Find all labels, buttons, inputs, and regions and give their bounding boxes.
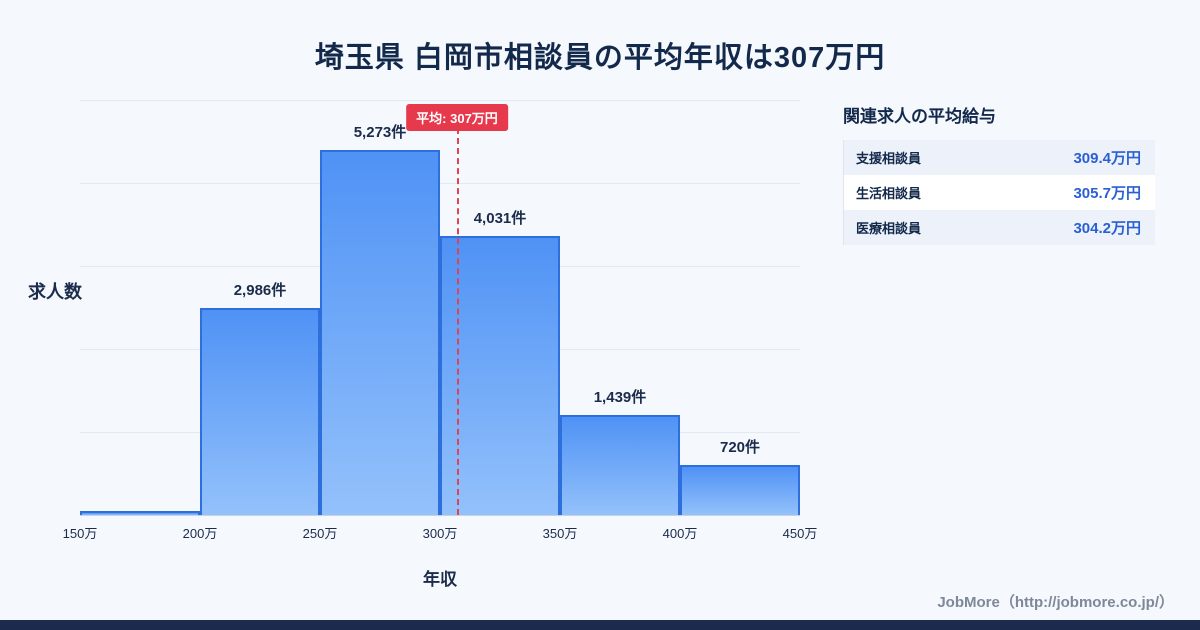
bar-count-label: 720件 (719, 439, 761, 456)
page-title: 埼玉県 白岡市相談員の平均年収は307万円 (314, 42, 886, 74)
mean-badge: 平均: 307万円 (406, 104, 508, 131)
x-tick-label: 450万 (782, 526, 818, 541)
mean-line (457, 128, 459, 515)
gridline (80, 100, 800, 101)
site-credit: JobMore（http://jobmore.co.jp/） (937, 594, 1174, 611)
y-axis-title: 求人数 (28, 282, 82, 302)
table-row: 医療相談員 304.2万円 (844, 210, 1155, 245)
table-row: 支援相談員 309.4万円 (844, 140, 1155, 175)
x-tick-label: 200万 (182, 526, 218, 541)
histogram-bar (440, 236, 560, 515)
histogram-bar (200, 308, 320, 515)
gridline (80, 183, 800, 184)
related-salary-table: 支援相談員 309.4万円 生活相談員 305.7万円 医療相談員 304.2万… (843, 140, 1155, 245)
related-salary-panel-title: 関連求人の平均給与 (843, 107, 996, 126)
bar-count-label: 1,439件 (593, 389, 647, 406)
bar-count-label: 5,273件 (353, 124, 407, 141)
x-axis-line (80, 515, 800, 516)
job-label: 支援相談員 (856, 151, 922, 166)
x-tick-label: 350万 (542, 526, 578, 541)
salary-value: 305.7万円 (1073, 185, 1141, 202)
job-label: 医療相談員 (856, 221, 922, 236)
x-axis-title: 年収 (423, 570, 457, 589)
bottom-accent-bar (0, 620, 1200, 630)
job-label: 生活相談員 (856, 186, 922, 201)
bar-count-label: 4,031件 (473, 210, 527, 227)
salary-value: 304.2万円 (1073, 220, 1141, 237)
bar-count-label: 2,986件 (233, 282, 287, 299)
table-row: 生活相談員 305.7万円 (844, 175, 1155, 210)
histogram-bar (80, 511, 200, 515)
histogram-bar (320, 150, 440, 515)
x-tick-label: 150万 (62, 526, 98, 541)
histogram-bar (680, 465, 800, 515)
histogram-plot-area: 2,986件 5,273件 4,031件 1,439件 720件 150万 200万 250万… (63, 100, 817, 541)
x-tick-label: 400万 (662, 526, 698, 541)
histogram-bar (560, 415, 680, 515)
salary-value: 309.4万円 (1073, 150, 1141, 167)
x-tick-label: 250万 (302, 526, 338, 541)
x-tick-label: 300万 (422, 526, 458, 541)
